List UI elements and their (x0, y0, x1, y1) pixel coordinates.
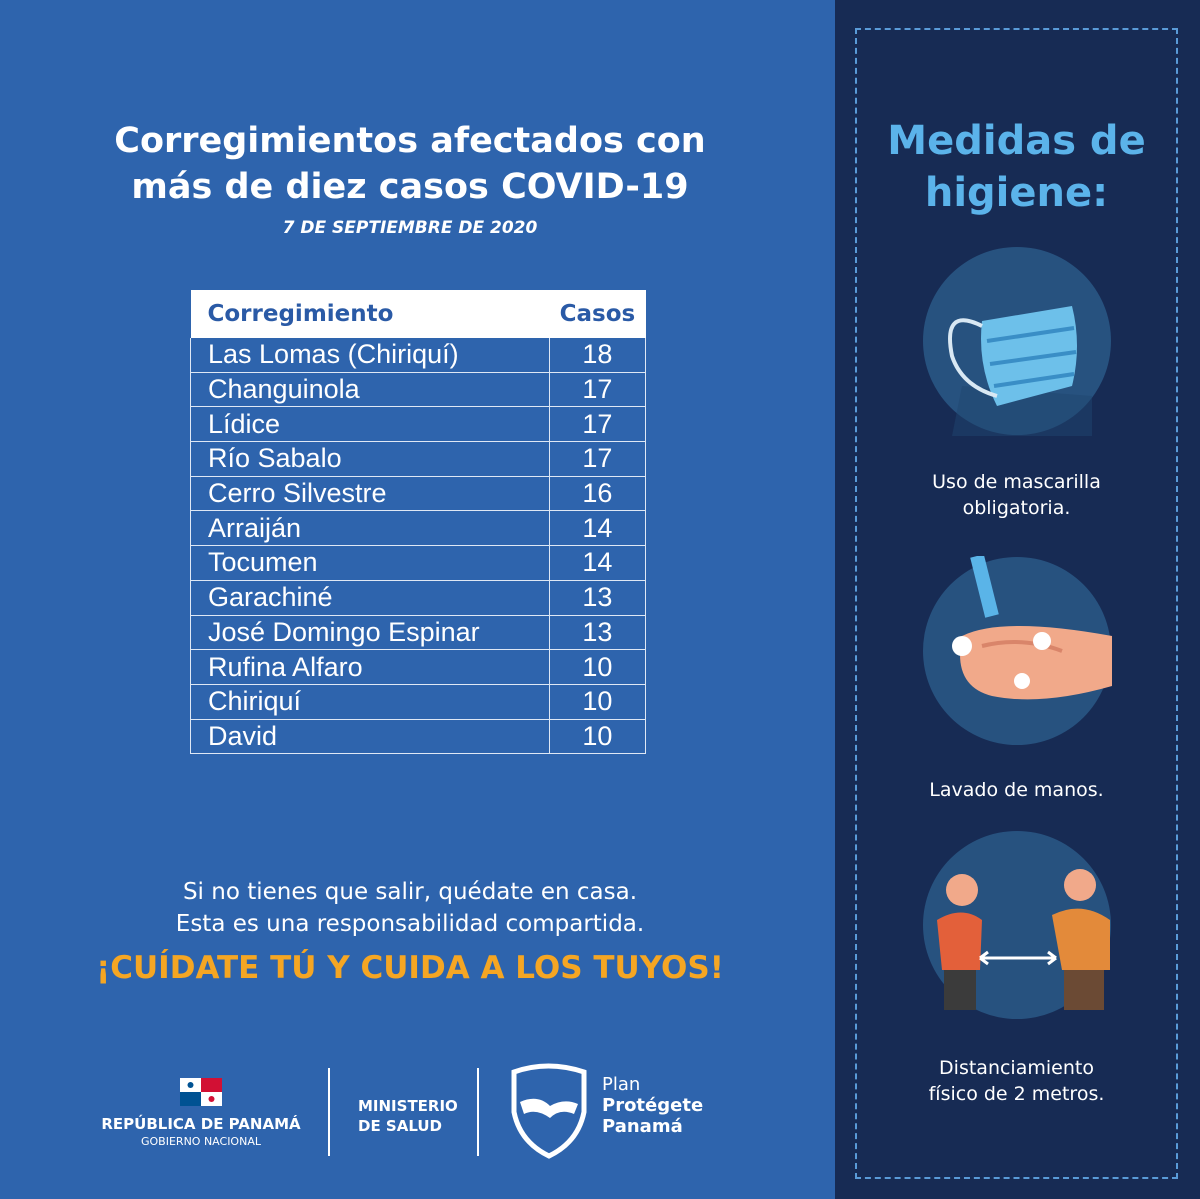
side-title-line: Medidas de (887, 118, 1146, 164)
corregimiento-cell: José Domingo Espinar (190, 615, 550, 651)
caption-line: Uso de mascarilla (932, 471, 1101, 493)
cases-cell: 17 (549, 406, 647, 443)
plan-line: Protégete (602, 1095, 704, 1116)
corregimiento-cell: Chiriquí (190, 684, 550, 720)
table-row: Las Lomas (Chiriquí) 18 (190, 338, 647, 373)
corregimiento-cell: Changuinola (190, 372, 550, 408)
corregimiento-cell: Tocumen (190, 545, 550, 581)
corregimiento-cell: Las Lomas (Chiriquí) (190, 338, 550, 373)
corregimiento-cell: David (190, 719, 550, 755)
corregimiento-cell: Lídice (190, 406, 550, 443)
caption-line: Lavado de manos. (929, 779, 1104, 801)
title: Corregimientos afectados con más de diez… (40, 118, 780, 210)
distance-icon (923, 831, 1111, 1019)
title-line: Corregimientos afectados con (114, 121, 706, 161)
cases-cell: 14 (549, 545, 647, 581)
caption-line: obligatoria. (962, 497, 1071, 519)
dashed-frame (855, 28, 1178, 1179)
slogan: ¡CUÍDATE TÚ Y CUIDA A LOS TUYOS! (96, 950, 724, 986)
caption: Uso de mascarilla obligatoria. (855, 469, 1178, 521)
table-row: Cerro Silvestre 16 (190, 476, 647, 512)
cases-cell: 13 (549, 615, 647, 651)
side-title-line: higiene: (924, 170, 1109, 216)
date: 7 DE SEPTIEMBRE DE 2020 (282, 218, 538, 238)
caption-line: Distanciamiento (939, 1057, 1094, 1079)
ministry-line: MINISTERIO (358, 1097, 458, 1115)
government: GOBIERNO NACIONAL (141, 1135, 261, 1148)
cases-cell: 13 (549, 580, 647, 616)
corregimiento-cell: Arraiján (190, 510, 550, 547)
table-row: Lídice 17 (190, 406, 647, 443)
republic: REPÚBLICA DE PANAMÁ (101, 1115, 301, 1133)
cases-cell: 10 (549, 719, 647, 755)
cases-cell: 10 (549, 684, 647, 720)
table-body: Las Lomas (Chiriquí) 18 Changuinola 17 Lídic… (190, 338, 647, 755)
cases-cell: 17 (549, 441, 647, 477)
table-row: Changuinola 17 (190, 372, 647, 408)
plan-line: Plan (602, 1074, 641, 1095)
cases-cell: 18 (549, 338, 647, 373)
corregimiento-cell: Cerro Silvestre (190, 476, 550, 512)
message-line: Si no tienes que salir, quédate en casa. (182, 879, 638, 905)
caption-line: físico de 2 metros. (928, 1083, 1105, 1105)
caption: Lavado de manos. (855, 777, 1178, 803)
table-row: Tocumen 14 (190, 545, 647, 581)
cases-cell: 10 (549, 649, 647, 685)
table-row: Rufina Alfaro 10 (190, 649, 647, 685)
handwash-icon (923, 556, 1112, 745)
column-header: Casos (549, 290, 646, 338)
table-row: Chiriquí 10 (190, 684, 647, 720)
divider (477, 1068, 479, 1156)
ministry: MINISTERIO DE SALUD (358, 1096, 458, 1136)
shield-logo (511, 1063, 587, 1159)
side-title: Medidas de higiene: (855, 115, 1178, 219)
caption: Distanciamiento físico de 2 metros. (855, 1055, 1178, 1107)
column-header: Corregimiento (190, 290, 550, 338)
title-line: más de diez casos COVID-19 (131, 167, 689, 207)
plan: Plan Protégete Panamá (602, 1074, 703, 1137)
corregimiento-cell: Rufina Alfaro (190, 649, 550, 685)
table-row: David 10 (190, 719, 647, 755)
message: Si no tienes que salir, quédate en casa.… (40, 876, 780, 940)
cases-table: Corregimiento Casos Las Lomas (Chiriquí)… (190, 290, 647, 755)
table-row: Garachiné 13 (190, 580, 647, 616)
table-row: Arraiján 14 (190, 510, 647, 547)
table-row: José Domingo Espinar 13 (190, 615, 647, 651)
corregimiento-cell: Río Sabalo (190, 441, 550, 477)
flag (180, 1078, 222, 1106)
plan-line: Panamá (602, 1116, 683, 1137)
cases-cell: 16 (549, 476, 647, 512)
cases-cell: 14 (549, 510, 647, 547)
header-row: Corregimiento Casos (190, 290, 646, 338)
divider (328, 1068, 330, 1156)
message-line: Esta es una responsabilidad compartida. (175, 911, 645, 937)
ministry-line: DE SALUD (358, 1117, 442, 1135)
mask-icon (923, 247, 1111, 436)
corregimiento-cell: Garachiné (190, 580, 550, 616)
table-row: Río Sabalo 17 (190, 441, 647, 477)
cases-cell: 17 (549, 372, 647, 408)
